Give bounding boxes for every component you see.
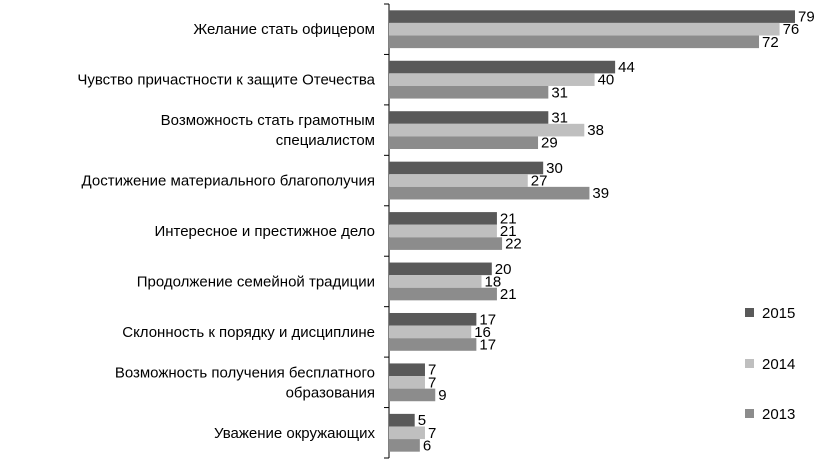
bar-2013: [389, 35, 760, 49]
bar-2015: [389, 212, 497, 225]
data-label-2015: 7: [428, 362, 436, 379]
bar-2014: [389, 426, 425, 440]
data-label-2015: 79: [798, 9, 815, 26]
legend-swatch-2014: [745, 359, 754, 368]
category-label: Возможность получения бесплатного: [115, 364, 375, 381]
bar-2014: [389, 22, 780, 36]
data-label-2013: 39: [592, 185, 609, 202]
data-label-2014: 38: [587, 122, 604, 139]
bar-2015: [389, 363, 425, 377]
category-label: Возможность стать грамотным: [161, 112, 375, 129]
bar-2015: [389, 161, 544, 175]
data-label-2013: 22: [505, 236, 522, 253]
bar-2015: [389, 413, 415, 427]
data-label-2014: 7: [428, 425, 436, 442]
data-label-2015: 5: [418, 412, 426, 429]
data-label-2013: 29: [541, 135, 558, 152]
bar-2013: [389, 439, 420, 452]
category-label: специалистом: [276, 132, 375, 149]
data-label-2013: 6: [423, 437, 431, 454]
data-label-2015: 21: [500, 210, 517, 227]
data-label-2014: 7: [428, 374, 436, 391]
legend-label-2014: 2014: [762, 356, 795, 373]
data-label-2015: 20: [495, 261, 512, 278]
data-label-2014: 16: [474, 324, 491, 341]
category-label: Чувство причастности к защите Отечества: [77, 72, 375, 89]
data-label-2015: 44: [618, 59, 635, 76]
bar-2013: [389, 388, 436, 402]
data-label-2013: 72: [762, 34, 779, 51]
bar-2014: [389, 275, 482, 288]
bar-2014: [389, 73, 595, 86]
data-label-2015: 30: [546, 160, 563, 177]
bar-2014: [389, 174, 528, 187]
data-label-2014: 27: [531, 173, 548, 190]
bar-2014: [389, 325, 472, 339]
legend-swatch-2015: [745, 308, 754, 317]
bar-2014: [389, 123, 585, 137]
bar-2013: [389, 237, 503, 250]
category-label: Продолжение семейной традиции: [137, 273, 375, 290]
data-label-2013: 31: [551, 84, 568, 101]
bar-2014: [389, 224, 497, 238]
bar-2013: [389, 287, 497, 301]
category-label: Уважение окружающих: [214, 425, 375, 442]
bar-2015: [389, 262, 492, 276]
category-label: Достижение материального благополучия: [82, 173, 375, 190]
bar-2014: [389, 376, 425, 389]
data-label-2013: 21: [500, 286, 517, 303]
data-label-2015: 31: [551, 110, 568, 127]
data-label-2014: 76: [783, 21, 800, 38]
data-label-2014: 40: [598, 72, 615, 89]
bar-2013: [389, 186, 590, 200]
bar-2015: [389, 10, 795, 23]
legend-label-2015: 2015: [762, 305, 795, 322]
bar-2013: [389, 85, 549, 99]
bar-2013: [389, 136, 539, 150]
data-label-2013: 9: [438, 387, 446, 404]
category-label: Желание стать офицером: [193, 21, 375, 38]
legend-swatch-2013: [745, 409, 754, 418]
category-label: Склонность к порядку и дисциплине: [122, 324, 375, 341]
category-label: Интересное и престижное дело: [154, 223, 375, 240]
data-label-2013: 17: [479, 336, 496, 353]
legend-label-2013: 2013: [762, 406, 795, 423]
category-label: образования: [286, 384, 375, 401]
data-label-2014: 21: [500, 223, 517, 240]
bar-2015: [389, 312, 477, 326]
bar-2015: [389, 60, 616, 74]
bar-2015: [389, 111, 549, 124]
bar-2013: [389, 338, 477, 351]
data-label-2015: 17: [479, 311, 496, 328]
data-label-2014: 18: [485, 273, 502, 290]
